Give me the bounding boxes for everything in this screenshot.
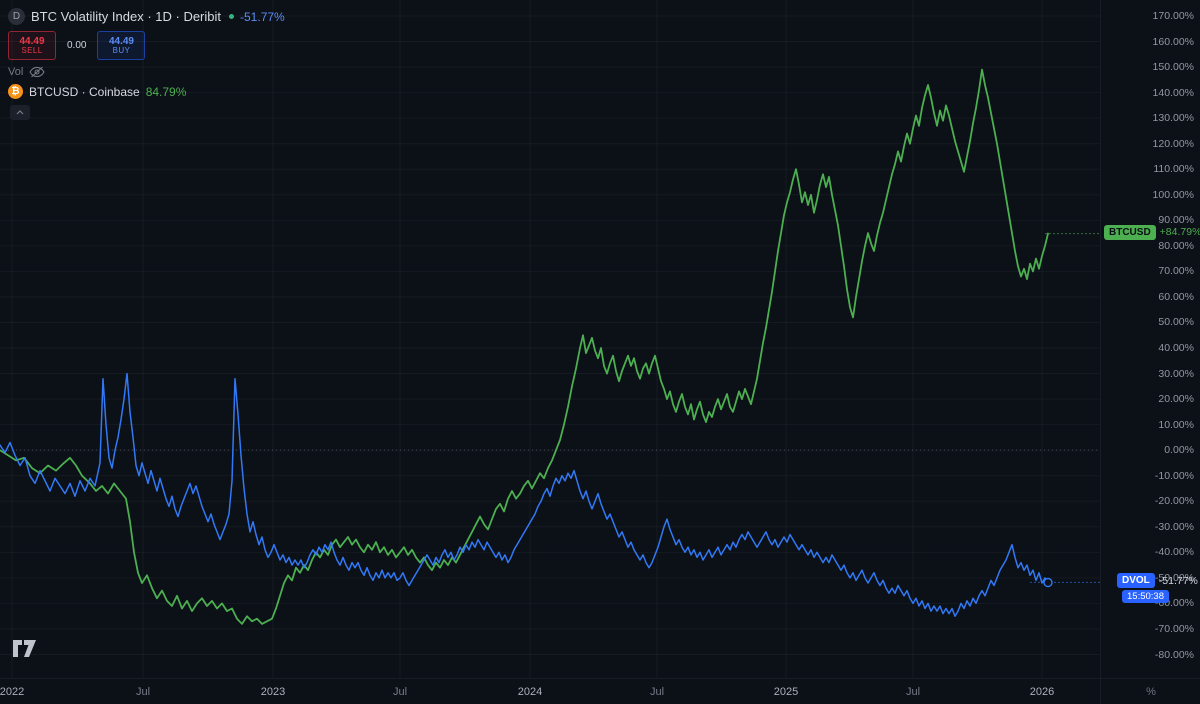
compare-series-change: 84.79% xyxy=(145,84,187,99)
price-tick-label: 50.00% xyxy=(1158,316,1194,329)
price-tick-label: 0.00% xyxy=(1164,444,1194,457)
price-tick-label: 40.00% xyxy=(1158,342,1194,355)
volume-label: Vol xyxy=(8,66,24,78)
legend-collapse-button[interactable] xyxy=(10,105,30,120)
chevron-up-icon xyxy=(16,110,24,115)
price-tick-label: -20.00% xyxy=(1154,495,1194,508)
volume-legend-row[interactable]: Vol xyxy=(8,66,285,78)
price-tick-label: 170.00% xyxy=(1152,10,1194,22)
price-tick-label: 160.00% xyxy=(1152,35,1194,48)
main-series-change: -51.77% xyxy=(240,9,285,24)
time-tick-label: Jul xyxy=(392,686,408,698)
price-tick-label: 70.00% xyxy=(1158,265,1194,278)
time-tick-label: 2023 xyxy=(260,686,286,698)
price-tick-label: 60.00% xyxy=(1158,290,1194,303)
btcusd-price-badge: BTCUSD +84.79% xyxy=(1104,224,1200,240)
time-axis[interactable]: 2022 Jul 2023 Jul 2024 Jul 2025 Jul 2026 xyxy=(0,678,1100,704)
time-tick-label: Jul xyxy=(135,686,151,698)
symbol-title[interactable]: BTC Volatility Index · 1D · Deribit xyxy=(31,9,222,24)
sell-label: SELL xyxy=(21,45,43,55)
price-tick-label: 20.00% xyxy=(1158,393,1194,406)
price-tick-label: -70.00% xyxy=(1154,622,1194,635)
sell-price: 44.49 xyxy=(19,35,45,47)
main-series-legend-row[interactable]: D BTC Volatility Index · 1D · Deribit -5… xyxy=(8,8,285,25)
time-tick-label: 2024 xyxy=(517,686,543,698)
instrument-logo-icon: D xyxy=(8,8,25,25)
price-tick-label: 120.00% xyxy=(1152,137,1194,150)
time-tick-label: 2022 xyxy=(0,686,25,698)
price-tick-label: -10.00% xyxy=(1154,469,1194,482)
price-tick-label: 30.00% xyxy=(1158,367,1194,380)
time-tick-label: 2025 xyxy=(773,686,799,698)
price-tick-label: -50.00% xyxy=(1154,571,1194,584)
dvol-price-badge: DVOL -51.77% 15:50:38 xyxy=(1117,573,1198,604)
price-tick-label: 150.00% xyxy=(1152,61,1194,74)
time-tick-label: 2026 xyxy=(1029,686,1055,698)
market-status-dot-icon xyxy=(229,14,235,19)
price-tick-label: 140.00% xyxy=(1152,86,1194,99)
chart-legend: D BTC Volatility Index · 1D · Deribit -5… xyxy=(8,8,285,126)
btcusd-axis-label: BTCUSD xyxy=(1104,224,1156,240)
price-tick-label: 90.00% xyxy=(1158,214,1194,227)
price-tick-label: 130.00% xyxy=(1152,112,1194,125)
btcusd-axis-value: +84.79% xyxy=(1159,226,1200,239)
price-axis-percent-mode[interactable]: % xyxy=(1100,678,1200,704)
bitcoin-icon: ₿ xyxy=(8,84,23,99)
price-tick-label: -40.00% xyxy=(1154,546,1194,559)
sell-button[interactable]: 44.49 SELL xyxy=(8,31,56,60)
tradingview-logo[interactable] xyxy=(10,635,40,664)
dvol-axis-value: -51.77% xyxy=(1158,574,1198,587)
time-tick-label: Jul xyxy=(649,686,665,698)
buy-button[interactable]: 44.49 BUY xyxy=(97,31,146,60)
trade-buttons-row: 44.49 SELL 0.00 44.49 BUY xyxy=(8,31,285,60)
compare-symbol-title[interactable]: BTCUSD · Coinbase xyxy=(29,84,140,99)
price-tick-label: 10.00% xyxy=(1158,418,1194,431)
price-tick-label: 100.00% xyxy=(1152,188,1194,201)
buy-label: BUY xyxy=(112,45,131,55)
price-axis[interactable]: BTCUSD +84.79% DVOL -51.77% 15:50:38 170… xyxy=(1100,0,1200,678)
chart-plot-area[interactable]: D BTC Volatility Index · 1D · Deribit -5… xyxy=(0,0,1100,678)
price-tick-label: -30.00% xyxy=(1154,520,1194,533)
time-tick-label: Jul xyxy=(905,686,921,698)
price-tick-label: 80.00% xyxy=(1158,239,1194,252)
price-tick-label: 110.00% xyxy=(1153,163,1194,176)
eye-off-icon[interactable] xyxy=(29,66,45,78)
spread-value: 0.00 xyxy=(67,40,87,51)
price-chart[interactable] xyxy=(0,0,1100,678)
compare-series-legend-row[interactable]: ₿ BTCUSD · Coinbase 84.79% xyxy=(8,84,285,99)
buy-price: 44.49 xyxy=(108,35,134,47)
bar-countdown-timer: 15:50:38 xyxy=(1122,590,1169,604)
dvol-axis-label: DVOL xyxy=(1117,573,1155,589)
price-tick-label: -80.00% xyxy=(1154,648,1194,661)
